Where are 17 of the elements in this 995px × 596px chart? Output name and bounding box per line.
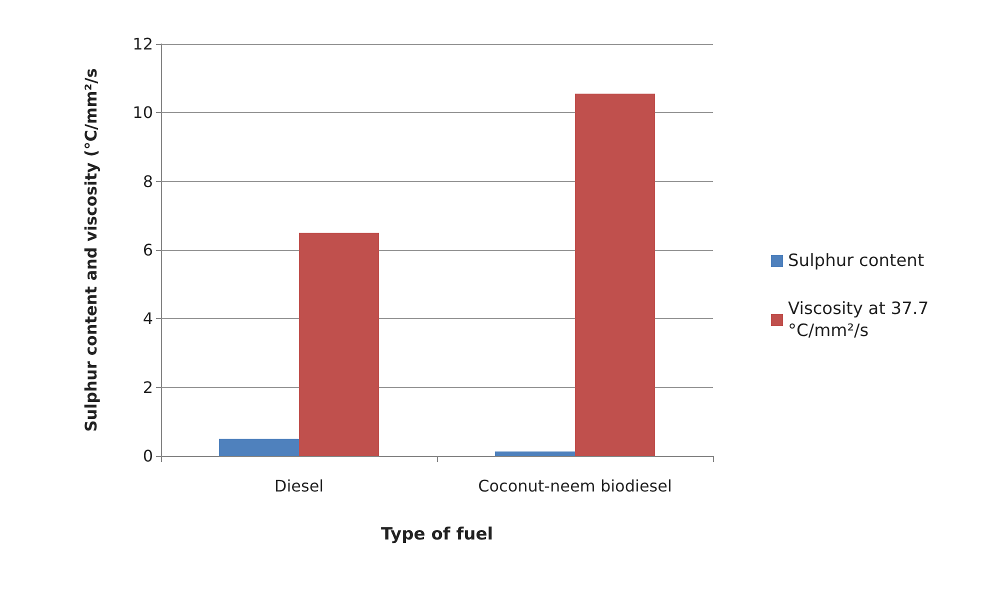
y-tick-label: 12 (132, 34, 153, 54)
x-tick-label: Diesel (274, 476, 324, 496)
x-tick-label: Coconut-neem biodiesel (478, 476, 672, 496)
y-axis-title: Sulphur content and viscosity (°C/mm²/s (82, 68, 100, 432)
y-tick-label: 4 (142, 309, 153, 328)
bar (218, 438, 299, 456)
y-tick-label: 10 (132, 103, 153, 122)
y-tick-label: 0 (142, 446, 153, 466)
y-tick-label: 8 (142, 172, 153, 191)
bar (494, 452, 575, 456)
legend-label: Viscosity at 37.7 °C/mm²/s (788, 299, 934, 341)
y-tick-label: 6 (142, 240, 153, 260)
legend-label: Sulphur content (788, 251, 924, 271)
x-axis-title: Type of fuel (380, 524, 494, 544)
bar (299, 232, 380, 456)
bar (575, 94, 656, 456)
y-tick-label: 2 (142, 378, 153, 397)
